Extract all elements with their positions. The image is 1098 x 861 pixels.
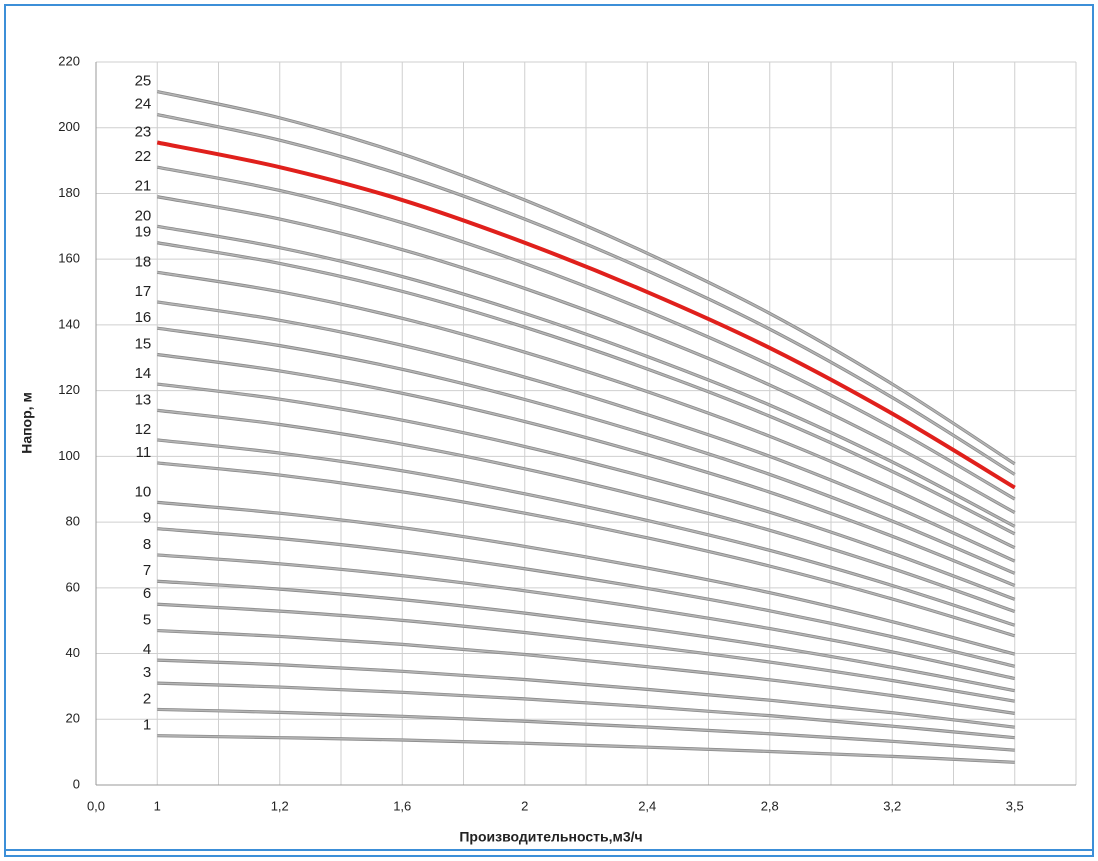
curve-label: 9 <box>143 510 151 527</box>
curve <box>157 353 1016 587</box>
curve <box>157 659 1015 728</box>
curve-label: 17 <box>135 283 152 300</box>
curve <box>157 271 1016 549</box>
curve-label: 5 <box>143 612 151 629</box>
x-tick-label: 1,2 <box>271 798 289 813</box>
curve <box>157 554 1015 680</box>
curve <box>157 241 1016 535</box>
curve <box>157 327 1016 575</box>
curve <box>157 734 1015 764</box>
curve <box>157 113 1016 476</box>
y-tick-label: 180 <box>58 185 80 200</box>
curve-label: 3 <box>143 664 151 681</box>
y-axis-title: Напор, м <box>19 392 35 454</box>
curve <box>157 301 1016 562</box>
y-tick-label: 140 <box>58 316 80 331</box>
curve-label: 16 <box>135 309 152 326</box>
curve <box>157 439 1015 627</box>
curve <box>157 462 1015 637</box>
curve <box>157 629 1015 715</box>
x-axis-title: Производительность,м3/ч <box>459 829 642 845</box>
curve-label: 11 <box>136 444 152 461</box>
curve-label: 21 <box>135 178 152 195</box>
curve-label: 6 <box>143 585 151 602</box>
x-tick-label: 1 <box>154 798 161 813</box>
curve <box>157 383 1016 601</box>
curve-label: 10 <box>135 483 152 500</box>
curve <box>157 527 1015 668</box>
y-tick-label: 60 <box>66 579 80 594</box>
x-tick-label: 1,6 <box>393 798 411 813</box>
curve-label: 15 <box>135 335 152 352</box>
curve <box>157 195 1016 514</box>
y-tick-label: 160 <box>58 251 80 266</box>
x-tick-label: 2,8 <box>761 798 779 813</box>
curve-label: 13 <box>135 391 152 408</box>
curve-label: 22 <box>135 148 152 165</box>
y-tick-label: 100 <box>58 448 80 463</box>
curve-label: 24 <box>135 96 152 113</box>
curve-label: 12 <box>135 421 152 438</box>
x-tick-label: 0,0 <box>87 798 105 813</box>
curve-label: 23 <box>135 123 152 140</box>
y-tick-label: 0 <box>73 776 80 791</box>
curve-label: 7 <box>143 562 151 579</box>
curve-label: 2 <box>143 690 151 707</box>
y-tick-label: 80 <box>66 514 80 529</box>
x-tick-label: 2,4 <box>638 798 656 813</box>
y-tick-label: 40 <box>66 645 80 660</box>
x-tick-label: 2 <box>521 798 528 813</box>
y-tick-label: 200 <box>58 119 80 134</box>
curve <box>156 140 1016 490</box>
curve-label: 25 <box>135 73 152 90</box>
curve <box>157 90 1016 465</box>
curve <box>157 166 1016 500</box>
curve-label: 18 <box>135 253 152 270</box>
curve <box>157 225 1016 528</box>
curve-label: 19 <box>135 224 152 241</box>
curve <box>157 580 1015 692</box>
y-tick-label: 120 <box>58 382 80 397</box>
curve-label: 4 <box>143 641 151 658</box>
curve <box>157 682 1015 739</box>
y-tick-label: 220 <box>58 53 80 68</box>
curve-label: 14 <box>135 365 152 382</box>
curve <box>157 409 1016 613</box>
curve-label: 20 <box>135 207 152 224</box>
curve <box>157 603 1015 702</box>
curve-label: 1 <box>143 717 151 734</box>
x-tick-label: 3,2 <box>883 798 901 813</box>
curve-label: 8 <box>143 536 151 553</box>
curve <box>157 708 1015 751</box>
x-tick-label: 3,5 <box>1006 798 1024 813</box>
curve <box>157 501 1015 655</box>
y-tick-label: 20 <box>66 711 80 726</box>
